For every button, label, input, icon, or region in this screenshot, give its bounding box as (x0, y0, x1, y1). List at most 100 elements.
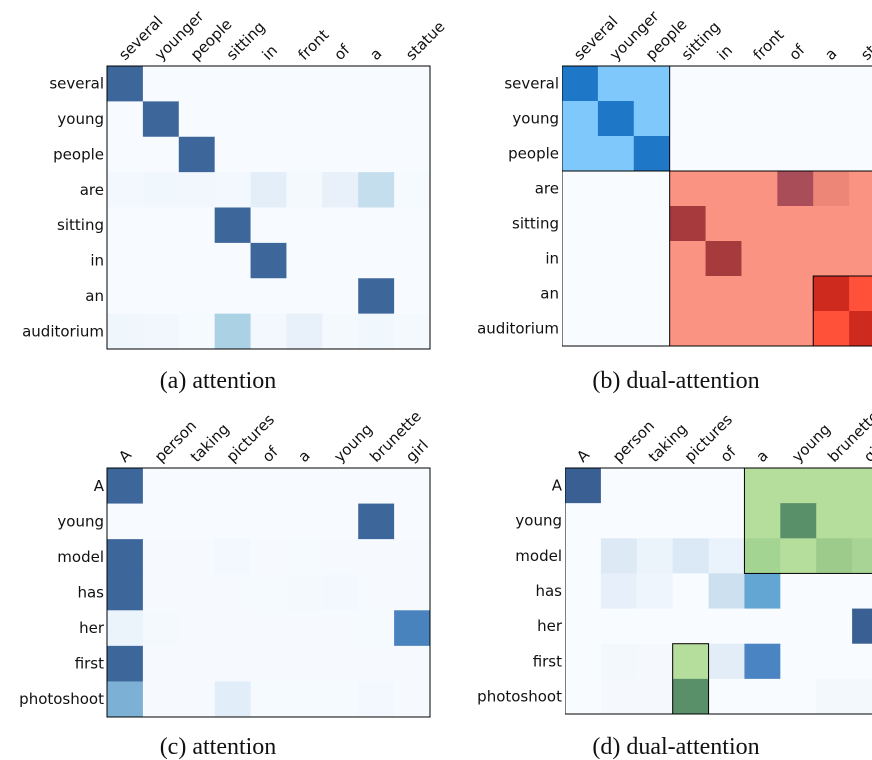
heatmap-cell (178, 645, 216, 682)
heatmap-cell (107, 468, 144, 505)
heatmap-cell (178, 681, 216, 718)
heatmap-cell (852, 573, 872, 610)
x-tick-label: a (366, 45, 385, 64)
heatmap-cell (286, 468, 323, 505)
heatmap-cell (142, 313, 180, 350)
heatmap-cell (286, 539, 323, 576)
heatmap-cell (250, 539, 287, 576)
heatmap-cell (780, 503, 817, 539)
heatmap-cell (708, 678, 745, 715)
heatmap-cell (250, 172, 287, 209)
y-tick-label: are (80, 181, 104, 199)
heatmap-cell (669, 276, 707, 312)
heatmap-cell (597, 136, 635, 172)
heatmap-cell (705, 101, 742, 137)
heatmap-cell (562, 241, 599, 277)
heatmap-cell (705, 171, 742, 207)
x-tick-label: girl (860, 436, 872, 466)
heatmap-cell (777, 136, 814, 172)
heatmap-cell (214, 242, 252, 279)
heatmap-cell (394, 207, 431, 244)
heatmap-cell (816, 643, 853, 680)
heatmap-cell (107, 278, 144, 315)
heatmap-cell (672, 573, 710, 610)
y-tick-label: A (552, 477, 563, 495)
heatmap-cell (142, 681, 180, 718)
panel-d-cells (565, 467, 872, 715)
heatmap-cell (286, 278, 323, 315)
heatmap-cell (741, 206, 778, 242)
heatmap-cell (142, 645, 180, 682)
heatmap-cell (322, 574, 359, 611)
heatmap-cell (780, 468, 817, 504)
heatmap-cell (322, 645, 359, 682)
heatmap-cell (600, 678, 638, 715)
heatmap-cell (636, 608, 674, 645)
heatmap-cell (142, 66, 180, 102)
heatmap-cell (669, 66, 707, 102)
heatmap-cell (852, 503, 872, 539)
heatmap-cell (705, 241, 742, 277)
heatmap-cell (142, 468, 180, 505)
heatmap-cell (286, 242, 323, 279)
heatmap-cell (741, 276, 778, 312)
heatmap-cell (286, 610, 323, 647)
x-tick-label: in (714, 41, 736, 63)
heatmap-cell (250, 101, 287, 138)
heatmap-cell (562, 276, 599, 312)
heatmap-cell (322, 242, 359, 279)
heatmap-cell (107, 574, 144, 611)
heatmap-cell (741, 171, 778, 207)
y-tick-label: sitting (57, 216, 104, 234)
heatmap-cell (633, 136, 671, 172)
heatmap-cell (813, 101, 850, 137)
y-tick-label: people (53, 145, 104, 163)
y-tick-label: an (540, 285, 559, 303)
heatmap-cell (250, 681, 287, 718)
heatmap-cell (142, 503, 180, 540)
heatmap-cell (286, 66, 323, 102)
heatmap-cell (633, 241, 671, 277)
heatmap-cell (250, 645, 287, 682)
x-tick-label: of (330, 40, 353, 63)
heatmap-cell (250, 207, 287, 244)
y-tick-label: first (75, 655, 104, 673)
heatmap-cell (214, 468, 252, 505)
heatmap-cell (633, 206, 671, 242)
heatmap-cell (741, 66, 778, 102)
x-tick-label: of (717, 442, 740, 465)
heatmap-cell (597, 276, 635, 312)
heatmap-cell (780, 608, 817, 645)
heatmap-cell (636, 503, 674, 539)
heatmap-cell (214, 101, 252, 138)
heatmap-cell (394, 503, 431, 540)
heatmap-cell (107, 610, 144, 647)
heatmap-cell (358, 681, 395, 718)
heatmap-cell (852, 608, 872, 645)
heatmap-cell (286, 645, 323, 682)
heatmap-cell (394, 610, 431, 647)
y-tick-label: in (90, 252, 104, 270)
panel-c-caption: (c) attention (160, 734, 277, 760)
heatmap-cell (214, 610, 252, 647)
heatmap-cell (777, 276, 814, 312)
heatmap-cell (250, 503, 287, 540)
heatmap-cell (708, 573, 745, 610)
heatmap-cell (322, 207, 359, 244)
heatmap-cell (741, 101, 778, 137)
y-tick-label: people (508, 145, 559, 163)
heatmap-cell (562, 136, 599, 172)
heatmap-cell (178, 207, 216, 244)
x-tick-label: A (573, 445, 594, 466)
heatmap-cell (852, 468, 872, 504)
y-tick-label: young (57, 512, 104, 530)
heatmap-cell (597, 101, 635, 137)
heatmap-cell (358, 610, 395, 647)
heatmap-cell (322, 136, 359, 173)
y-tick-label: photoshoot (477, 687, 562, 705)
heatmap-cell (250, 278, 287, 315)
heatmap-cell (358, 539, 395, 576)
heatmap-cell (107, 681, 144, 718)
